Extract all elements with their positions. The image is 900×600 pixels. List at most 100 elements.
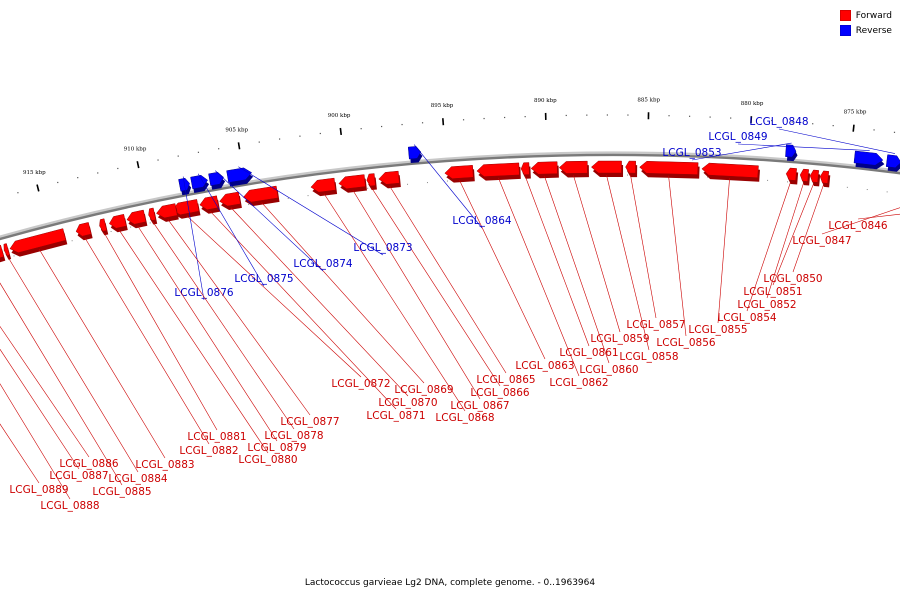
minor-tick — [771, 119, 773, 122]
minor-tick — [688, 115, 691, 117]
minor-tick — [586, 114, 588, 116]
gene-arrow — [444, 165, 474, 179]
gene-label: LCGL_0857 — [626, 319, 685, 331]
major-tick — [339, 127, 342, 136]
inner-tick — [71, 240, 73, 242]
gene-arrow — [885, 154, 900, 168]
gene-arrow — [809, 169, 820, 183]
gene-label: LCGL_0861 — [559, 347, 618, 359]
gene-arrow — [199, 195, 219, 210]
gene-label: LCGL_0850 — [763, 273, 822, 285]
minor-tick — [565, 114, 567, 117]
minor-tick — [832, 125, 834, 127]
gene-arrow — [639, 161, 699, 175]
gene-leader-line — [152, 222, 295, 430]
gene-leader-line — [261, 202, 425, 384]
minor-tick — [57, 181, 59, 184]
inner-tick — [407, 183, 409, 185]
legend-forward-label: Forward — [855, 10, 892, 21]
inner-tick — [446, 180, 448, 182]
gene-leader-line — [215, 170, 324, 272]
minor-tick — [401, 123, 403, 126]
minor-tick — [218, 148, 220, 150]
gene-arrow — [9, 228, 67, 253]
reverse-swatch — [839, 25, 851, 36]
gene-leader-line — [737, 143, 870, 151]
gene-label: LCGL_0868 — [435, 412, 494, 424]
gene-arrow — [366, 173, 376, 187]
gene-arrow — [219, 191, 241, 207]
minor-tick — [77, 177, 79, 179]
gene-label: LCGL_0870 — [378, 397, 437, 409]
minor-tick — [483, 117, 485, 120]
inner-tick — [130, 226, 132, 228]
gene-leader-line — [186, 215, 362, 378]
gene-leader-line — [352, 189, 481, 400]
gene-label: LCGL_0848 — [749, 116, 808, 128]
forward-swatch — [839, 10, 851, 21]
gene-arrow — [108, 213, 127, 229]
gene-leader-line — [525, 176, 590, 347]
gene-leader-line — [668, 175, 687, 337]
tick-label: 890 kbp — [534, 98, 557, 104]
gene-leader-line — [0, 383, 71, 500]
gene-arrow — [558, 160, 588, 174]
tick-label: 880 kbp — [741, 101, 764, 107]
tick-label: 885 kbp — [637, 97, 660, 103]
gene-label: LCGL_0856 — [656, 337, 715, 349]
tick-label: 910 kbp — [124, 146, 147, 152]
gene-leader-line — [573, 175, 621, 333]
minor-tick — [177, 155, 179, 157]
gene-label: LCGL_0885 — [92, 486, 151, 498]
tick-label: 900 kbp — [328, 113, 351, 119]
gene-leader-line — [182, 176, 205, 301]
legend-reverse: Reverse — [839, 23, 892, 38]
minor-tick — [157, 159, 159, 161]
gene-label: LCGL_0863 — [515, 360, 574, 372]
gene-label: LCGL_0869 — [394, 384, 453, 396]
gene-label: LCGL_0851 — [743, 286, 802, 298]
minor-tick — [381, 125, 383, 128]
gene-label: LCGL_0887 — [49, 470, 108, 482]
minor-tick — [791, 121, 793, 123]
gene-leader-line — [413, 144, 483, 229]
gene-arrow — [799, 168, 809, 182]
major-tick — [136, 161, 140, 169]
gene-arrow — [208, 171, 224, 186]
gene-leader-line — [459, 180, 546, 360]
minor-tick — [197, 151, 200, 153]
genome-caption: Lactococcus garvieae Lg2 DNA, complete g… — [304, 578, 596, 588]
minor-tick — [627, 114, 629, 116]
gene-leader-line — [167, 219, 311, 416]
inner-tick — [248, 204, 250, 206]
inner-tick — [110, 230, 112, 232]
gene-label: LCGL_0860 — [579, 364, 638, 376]
gene-label: LCGL_0881 — [187, 431, 246, 443]
gene-label: LCGL_0854 — [717, 312, 776, 324]
gene-label: LCGL_0872 — [331, 378, 390, 390]
gene-arrow — [148, 207, 156, 221]
tick-label: 875 kbp — [844, 110, 867, 116]
gene-leader-line — [792, 184, 824, 273]
gene-leader-line — [323, 193, 466, 412]
minor-tick — [360, 128, 362, 130]
minor-tick — [117, 167, 119, 170]
genome-backbone — [0, 153, 900, 241]
inner-tick — [426, 182, 428, 184]
minor-tick — [524, 116, 526, 118]
gene-arrow — [75, 222, 92, 237]
legend-reverse-label: Reverse — [855, 25, 892, 36]
gene-leader-line — [238, 166, 384, 256]
minor-tick — [278, 138, 281, 140]
gene-leader-line — [197, 173, 265, 287]
gene-label: LCGL_0874 — [293, 258, 352, 270]
gene-arrow — [853, 150, 884, 166]
gene-label: LCGL_0877 — [280, 416, 339, 428]
minor-tick — [462, 119, 465, 121]
gene-leader-line — [0, 348, 80, 470]
tick-label: 905 kbp — [225, 128, 248, 134]
minor-tick — [709, 116, 711, 118]
gene-leader-line — [691, 142, 792, 161]
gene-label: LCGL_0875 — [234, 273, 293, 285]
gene-label: LCGL_0882 — [179, 445, 238, 457]
